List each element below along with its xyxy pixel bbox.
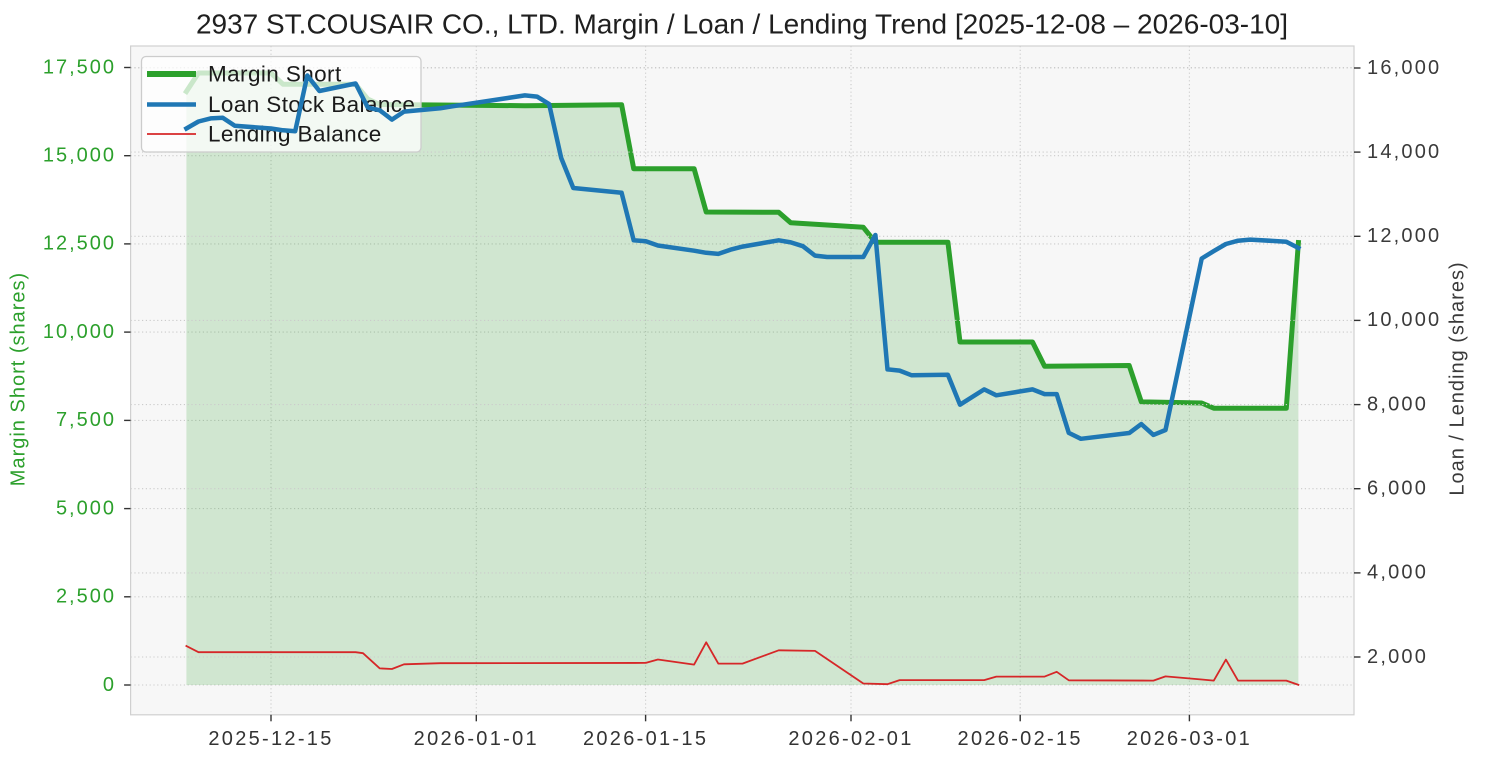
svg-text:12,500: 12,500 [43, 233, 116, 255]
svg-text:2937 ST.COUSAIR CO., LTD. Marg: 2937 ST.COUSAIR CO., LTD. Margin / Loan … [196, 9, 1288, 40]
svg-text:Loan / Lending (shares): Loan / Lending (shares) [1447, 261, 1469, 495]
svg-text:14,000: 14,000 [1367, 141, 1441, 163]
svg-text:2026-02-01: 2026-02-01 [788, 728, 913, 750]
svg-text:Margin Short (shares): Margin Short (shares) [8, 272, 30, 486]
svg-text:12,000: 12,000 [1367, 225, 1441, 247]
svg-text:Margin Short: Margin Short [208, 62, 342, 87]
svg-text:2025-12-15: 2025-12-15 [208, 728, 333, 750]
svg-text:2,000: 2,000 [1367, 646, 1428, 668]
svg-text:2026-03-01: 2026-03-01 [1127, 728, 1252, 750]
svg-text:0: 0 [103, 674, 116, 696]
svg-text:2026-02-15: 2026-02-15 [958, 728, 1083, 750]
svg-text:4,000: 4,000 [1367, 562, 1428, 584]
svg-text:10,000: 10,000 [1367, 309, 1441, 331]
svg-text:2026-01-15: 2026-01-15 [583, 728, 708, 750]
svg-text:15,000: 15,000 [43, 145, 116, 167]
svg-text:17,500: 17,500 [43, 56, 116, 78]
svg-text:2,500: 2,500 [56, 586, 116, 608]
svg-text:7,500: 7,500 [56, 409, 116, 431]
svg-text:2026-01-01: 2026-01-01 [414, 728, 539, 750]
svg-text:8,000: 8,000 [1367, 393, 1428, 415]
svg-text:10,000: 10,000 [43, 321, 116, 343]
svg-text:16,000: 16,000 [1367, 57, 1441, 79]
svg-text:5,000: 5,000 [56, 497, 116, 519]
svg-text:6,000: 6,000 [1367, 478, 1428, 500]
